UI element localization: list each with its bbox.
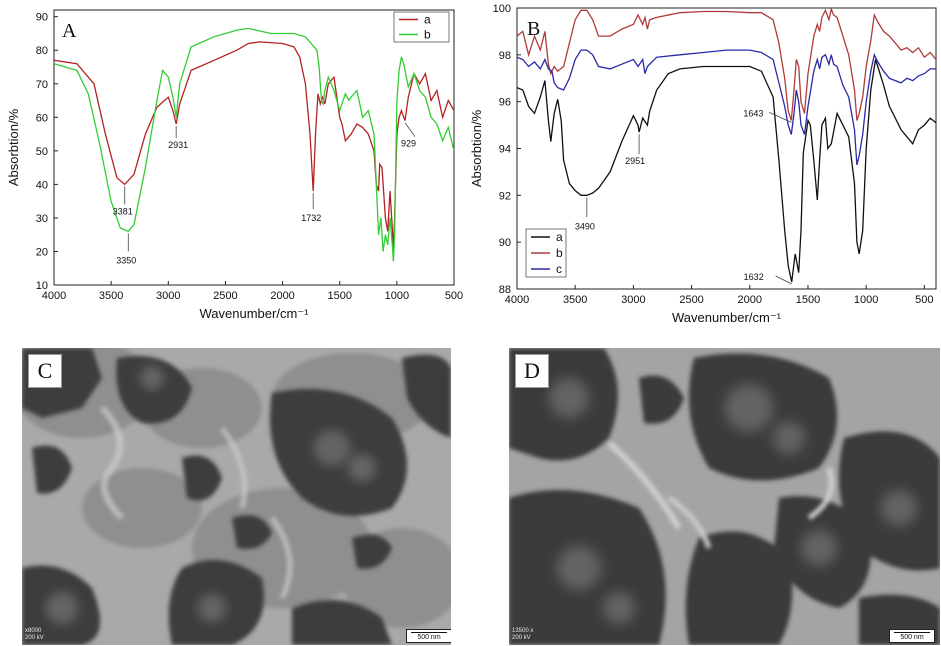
y-tick-label: 10	[36, 280, 48, 292]
y-tick-label: 30	[36, 213, 48, 225]
legend-label: c	[556, 262, 562, 276]
y-tick-label: 88	[499, 284, 511, 296]
panel-label-c: C	[28, 354, 62, 388]
y-tick-label: 90	[499, 237, 511, 249]
imprint-line: 200 kV	[25, 635, 44, 641]
x-tick-label: 2500	[679, 294, 703, 306]
legend-label: b	[556, 246, 563, 260]
x-axis-label: Wavenumber/cm⁻¹	[200, 306, 310, 321]
x-tick-label: 2500	[213, 290, 237, 302]
y-tick-label: 40	[36, 179, 48, 191]
legend-label: a	[424, 13, 431, 27]
series-line-a	[517, 59, 936, 283]
x-tick-label: 1500	[327, 290, 351, 302]
x-tick-label: 1000	[385, 290, 409, 302]
y-tick-label: 50	[36, 146, 48, 158]
legend-label: a	[556, 230, 563, 244]
imprint-line: 13500 x	[512, 628, 534, 634]
y-tick-label: 92	[499, 190, 511, 202]
peak-annotation: 1632	[744, 272, 764, 282]
peak-annotation: 3350	[116, 255, 136, 265]
panel-label-d: D	[515, 354, 549, 388]
tem-image-c: C 500 nm x8000 200 kV	[22, 348, 451, 645]
y-tick-label: 70	[36, 79, 48, 91]
x-tick-label: 3500	[99, 290, 123, 302]
y-tick-label: 100	[493, 3, 511, 15]
legend-label: b	[424, 28, 431, 42]
imprint-d: 13500 x 200 kV	[512, 628, 533, 642]
chart-b: 4000 3500 3000 2500 2000 1500 1000 500 88 90 92 94 9…	[469, 3, 937, 325]
y-tick-label: 94	[499, 144, 511, 156]
legend-box	[393, 11, 450, 43]
y-tick-label: 80	[36, 45, 48, 57]
series-line-b	[517, 8, 936, 121]
peak-annotation: 1643	[743, 108, 763, 118]
panel-label-b: B	[527, 18, 540, 40]
x-tick-label: 4000	[505, 294, 529, 306]
x-tick-label: 3000	[156, 290, 180, 302]
x-tick-label: 3500	[563, 294, 587, 306]
series-line-b	[54, 27, 454, 262]
y-axis-label: Absorbtion/%	[6, 108, 21, 186]
x-tick-label: 4000	[42, 290, 66, 302]
scale-bar-line-c	[411, 632, 447, 633]
x-tick-label: 500	[445, 290, 463, 302]
scale-bar-c: 500 nm	[406, 629, 451, 643]
series-line-c	[517, 49, 936, 166]
imprint-c: x8000 200 kV	[25, 628, 44, 642]
y-tick-label: 20	[36, 246, 48, 258]
imprint-line: x8000	[25, 628, 42, 634]
tem-micrograph-c	[22, 348, 451, 645]
peak-annotation: 2951	[625, 156, 645, 166]
peak-annotation: 2931	[168, 140, 188, 150]
peak-annotation: 3490	[575, 221, 595, 231]
x-tick-label: 1000	[854, 294, 878, 306]
x-tick-label: 2000	[738, 294, 762, 306]
scale-bar-label-c: 500 nm	[417, 634, 441, 641]
chart-a: 4000 3500 3000 2500 2000 1500 1000 500 10 20 30 40 5…	[6, 9, 463, 321]
plot-frame	[53, 9, 455, 286]
annotation-leader	[775, 275, 792, 285]
y-tick-label: 90	[36, 12, 48, 24]
imprint-line: 200 kV	[512, 635, 531, 641]
peak-annotation: 1732	[301, 213, 321, 223]
x-tick-label: 3000	[621, 294, 645, 306]
peak-annotation: 929	[401, 139, 416, 149]
tem-image-d: D 500 nm 13500 x 200 kV	[509, 348, 940, 645]
x-tick-label: 500	[915, 294, 933, 306]
y-axis-label: Absorbtion/%	[469, 109, 484, 187]
annotation-leader	[404, 122, 416, 137]
tem-micrograph-d	[509, 348, 940, 645]
y-tick-label: 98	[499, 50, 511, 62]
scale-bar-line-d	[894, 632, 930, 633]
y-tick-label: 96	[499, 97, 511, 109]
x-axis-label: Wavenumber/cm⁻¹	[672, 310, 782, 325]
series-line-a	[54, 41, 454, 252]
x-tick-label: 1500	[796, 294, 820, 306]
x-tick-label: 2000	[270, 290, 294, 302]
scale-bar-d: 500 nm	[889, 629, 935, 643]
y-tick-label: 60	[36, 112, 48, 124]
annotation-leader	[769, 112, 792, 123]
scale-bar-label-d: 500 nm	[900, 634, 924, 641]
peak-annotation: 3381	[113, 206, 133, 216]
panel-label-a: A	[62, 20, 77, 42]
